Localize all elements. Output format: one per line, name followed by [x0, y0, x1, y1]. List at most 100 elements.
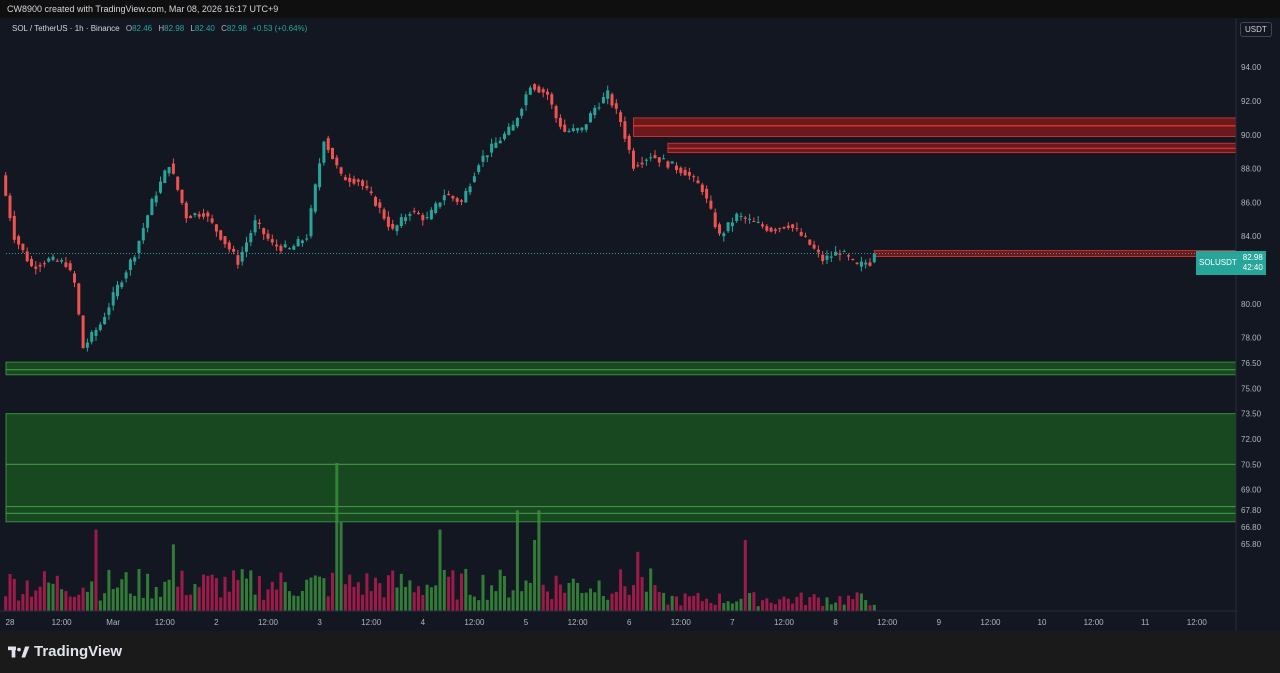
candle-body [662, 158, 666, 160]
candle-body [288, 248, 291, 250]
volume-bar [154, 586, 158, 611]
volume-bar [309, 577, 313, 611]
volume-bar [644, 591, 648, 611]
volume-bar [541, 584, 545, 611]
volume-bar [593, 592, 597, 611]
candle-body [73, 273, 76, 283]
volume-bar [270, 581, 274, 611]
volume-bar [739, 598, 743, 611]
candle-body [124, 272, 128, 279]
candle-body [657, 157, 661, 163]
volume-bar [120, 579, 124, 611]
time-tick-label: 12:00 [361, 618, 382, 627]
candle-body [240, 251, 244, 262]
volume-bar [253, 594, 257, 611]
volume-bar [42, 571, 46, 611]
volume-bar [236, 579, 240, 611]
chart-credit: CW8900 created with TradingView.com, Mar… [7, 4, 279, 14]
volume-bar [12, 578, 16, 611]
volume-bar [515, 510, 519, 611]
candle-body [257, 222, 261, 225]
candle-body [318, 163, 322, 188]
candle-body [593, 107, 597, 116]
price-tick-label: 65.80 [1241, 540, 1262, 549]
candle-body [309, 208, 313, 237]
volume-bar [838, 596, 842, 611]
volume-bar [481, 574, 485, 611]
supply-zone [667, 147, 1237, 154]
volume-bar [597, 580, 601, 611]
price-tick-label: 84.00 [1241, 232, 1262, 241]
volume-bar [425, 584, 429, 611]
time-axis[interactable]: 28 12:00 Mar 12:00 2 12:00 3 12:00 4 12:00 5 12:00 6… [6, 618, 1208, 627]
candle-body [399, 217, 403, 227]
time-tick-label: 10 [1038, 618, 1047, 627]
volume-bar [417, 586, 420, 611]
volume-bar [202, 574, 205, 611]
candle-body [692, 176, 696, 178]
candle-body [85, 342, 89, 348]
volume-bar [193, 584, 197, 611]
volume-bar [791, 603, 795, 611]
chart-area[interactable]: 96.0094.0092.0090.0088.0086.0084.0082.00… [0, 18, 1280, 631]
candle-body [202, 213, 205, 217]
volume-bar [116, 587, 119, 611]
volume-bar [171, 544, 175, 611]
volume-bar [563, 592, 567, 611]
volume-bar [150, 598, 154, 611]
volume-bar [107, 569, 111, 611]
candle-body [812, 244, 816, 249]
candle-body [864, 262, 868, 265]
volume-bar [64, 591, 68, 611]
volume-bar [799, 592, 803, 611]
candle-body [816, 249, 820, 253]
candle-body [300, 240, 304, 243]
price-tick-label: 75.00 [1241, 384, 1262, 393]
volume-bar [786, 598, 790, 611]
symbol-name: SOL / TetherUS · 1h · Binance [12, 24, 120, 33]
demand-zone [5, 506, 1237, 514]
volume-bar [176, 586, 180, 611]
candle-body [296, 239, 300, 247]
candle-body [404, 217, 408, 221]
candle-body [348, 177, 352, 182]
tradingview-brand[interactable]: TradingView [8, 643, 122, 660]
volume-bar [429, 587, 433, 611]
candle-body [537, 86, 541, 93]
volume-bar [550, 599, 554, 611]
candle-body [541, 89, 545, 93]
volume-bar [34, 590, 38, 611]
candle-body [90, 332, 94, 342]
volume-bar [369, 591, 373, 611]
volume-bar [318, 576, 322, 611]
volume-bar [279, 572, 283, 611]
candle-body [786, 225, 790, 228]
volume-bar [206, 575, 210, 611]
volume-bar [468, 594, 472, 611]
volume-bar [283, 582, 287, 611]
price-tag-price: 82.98 [1242, 253, 1263, 262]
volume-bar [90, 581, 94, 611]
candle-body [765, 226, 769, 231]
chart-canvas[interactable]: 96.0094.0092.0090.0088.0086.0084.0082.00… [0, 18, 1280, 631]
top-bar: CW8900 created with TradingView.com, Mar… [0, 0, 1280, 19]
price-axis[interactable]: 96.0094.0092.0090.0088.0086.0084.0082.00… [1241, 29, 1262, 548]
candle-body [791, 224, 795, 229]
candle-body [408, 214, 412, 216]
demand-zone [5, 512, 1237, 523]
candle-body [567, 131, 571, 133]
candle-body [804, 235, 807, 237]
candle-body [386, 216, 390, 227]
currency-button[interactable]: USDT [1240, 22, 1272, 37]
volume-bar [554, 575, 558, 611]
demand-zone [5, 369, 1237, 376]
candle-body [184, 202, 188, 219]
volume-bar [864, 600, 868, 611]
candle-body [227, 242, 231, 250]
close-label: C [221, 24, 227, 33]
candle-body [223, 236, 227, 245]
candle-body [666, 161, 670, 168]
volume-bar [421, 595, 425, 611]
candle-body [679, 167, 683, 174]
candle-body [94, 330, 98, 336]
